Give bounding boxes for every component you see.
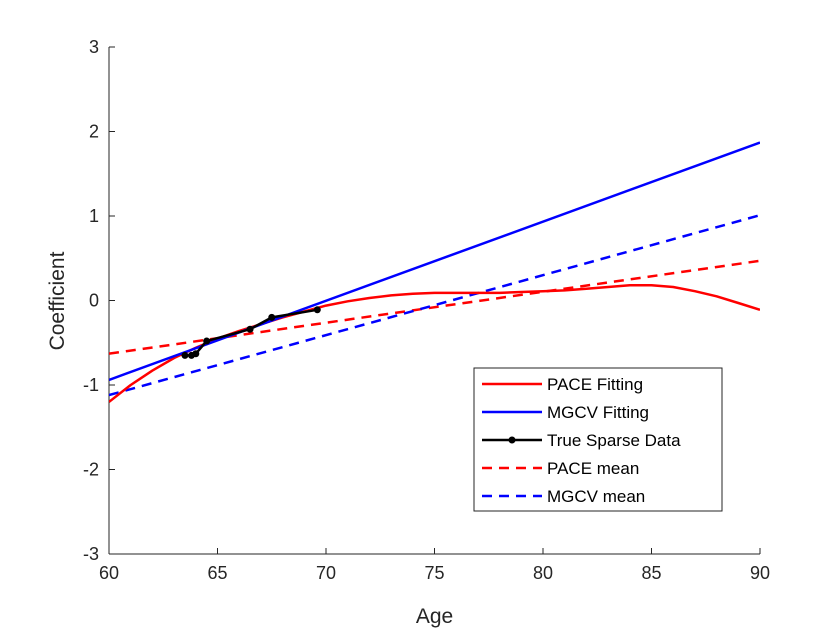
y-tick-label: 0 <box>89 291 99 311</box>
legend-label-pace-fitting: PACE Fitting <box>547 375 643 394</box>
y-tick-label: 2 <box>89 122 99 142</box>
data-point-true-sparse-data <box>313 306 321 314</box>
y-tick-label: 1 <box>89 206 99 226</box>
data-point-true-sparse-data <box>181 351 189 359</box>
data-point-true-sparse-data <box>203 337 211 345</box>
legend-label-mgcv-fitting: MGCV Fitting <box>547 403 649 422</box>
x-tick-label: 90 <box>750 563 770 583</box>
series-layer <box>109 141 760 403</box>
x-tick-label: 85 <box>641 563 661 583</box>
data-point-true-sparse-data <box>192 350 200 358</box>
axes: 60 65 70 75 80 85 90 -3 -2 -1 0 1 2 3 <box>83 37 770 583</box>
x-axis-label: Age <box>416 605 453 628</box>
y-tick-label: 3 <box>89 37 99 57</box>
legend-label-true-sparse-data: True Sparse Data <box>547 431 681 450</box>
legend: PACE Fitting MGCV Fitting True Sparse Data… <box>473 367 723 512</box>
series-line-mgcv-mean <box>109 213 760 397</box>
x-tick-label: 75 <box>424 563 444 583</box>
data-point-true-sparse-data <box>268 313 276 321</box>
legend-label-mgcv-mean: MGCV mean <box>547 487 645 506</box>
x-tick-label: 70 <box>316 563 336 583</box>
data-point-true-sparse-data <box>246 325 254 333</box>
y-axis-label: Coefficient <box>46 251 69 350</box>
legend-label-pace-mean: PACE mean <box>547 459 639 478</box>
x-tick-label: 80 <box>533 563 553 583</box>
series-line-mgcv-fitting <box>109 141 760 382</box>
y-tick-label: -1 <box>83 375 99 395</box>
legend-marker-true-sparse-data <box>508 436 516 444</box>
y-tick-label: -2 <box>83 460 99 480</box>
y-tick-label: -3 <box>83 544 99 564</box>
x-tick-label: 60 <box>99 563 119 583</box>
x-tick-label: 65 <box>207 563 227 583</box>
